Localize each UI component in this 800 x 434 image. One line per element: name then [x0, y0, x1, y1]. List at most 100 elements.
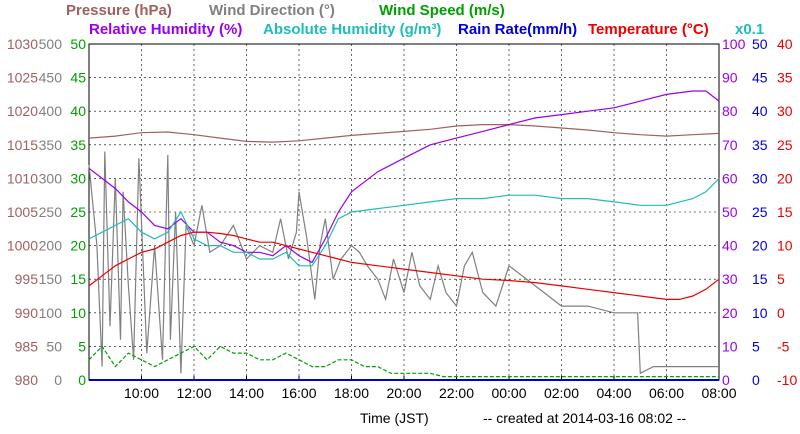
x-tick-label: 02:00 [544, 385, 579, 401]
y-tick-label-pressure: 1015 [7, 137, 38, 153]
y-tick-label-wind-speed: 30 [70, 170, 86, 186]
x-tick-label: 20:00 [386, 385, 421, 401]
y-tick-label-rh: 50 [722, 204, 738, 220]
series-line-ah [88, 177, 720, 267]
y-tick-label-wind-dir: 500 [39, 36, 63, 52]
series-line-wind-speed [88, 345, 719, 378]
y-axes: 1030102510201015101010051000995990985980… [7, 36, 798, 388]
series-line-wind-dir [88, 151, 719, 375]
legend-rain-rate: Rain Rate(mm/h) [458, 21, 577, 38]
y-tick-label-rain: 25 [752, 204, 768, 220]
y-tick-label-temp: 25 [777, 137, 793, 153]
y-tick-label-rh: 100 [722, 36, 746, 52]
series-lines [88, 90, 720, 381]
series-line-temp [88, 231, 720, 300]
y-tick-label-wind-speed: 20 [70, 238, 86, 254]
y-tick-label-wind-speed: 5 [78, 338, 86, 354]
y-tick-label-wind-dir: 50 [46, 338, 62, 354]
legend-x01: x0.1 [735, 21, 764, 38]
y-tick-label-pressure: 1005 [7, 204, 38, 220]
y-tick-label-rh: 30 [722, 271, 738, 287]
y-tick-label-rain: 50 [752, 36, 768, 52]
y-tick-label-rain: 45 [752, 70, 768, 86]
y-tick-label-wind-speed: 10 [70, 305, 86, 321]
y-tick-label-pressure: 1000 [7, 238, 38, 254]
y-tick-label-wind-dir: 0 [54, 372, 62, 388]
y-tick-label-wind-speed: 15 [70, 271, 86, 287]
x-tick-label: 12:00 [176, 385, 211, 401]
y-tick-label-pressure: 985 [15, 338, 39, 354]
x-tick-label: 08:00 [701, 385, 736, 401]
series-line-rh [88, 90, 720, 264]
y-tick-label-wind-dir: 100 [39, 305, 63, 321]
y-tick-label-temp: 35 [777, 70, 793, 86]
x-axis: 10:00 12:00 14:00 16:00 18:00 20:00 22:00 00:00… [124, 376, 737, 401]
y-tick-label-rain: 0 [752, 372, 760, 388]
y-tick-label-pressure: 1020 [7, 103, 38, 119]
x-tick-label: 00:00 [491, 385, 526, 401]
y-tick-label-rain: 15 [752, 271, 768, 287]
x-tick-label: 06:00 [649, 385, 684, 401]
x-axis-label: Time (JST) [360, 410, 429, 426]
y-tick-label-wind-speed: 25 [70, 204, 86, 220]
footer-created-at: -- created at 2014-03-16 08:02 -- [483, 410, 686, 426]
grid [89, 44, 719, 380]
y-tick-label-pressure: 1030 [7, 36, 38, 52]
y-tick-label-wind-speed: 35 [70, 137, 86, 153]
y-tick-label-temp: 10 [777, 238, 793, 254]
y-tick-label-pressure: 990 [15, 305, 39, 321]
y-tick-label-wind-speed: 45 [70, 70, 86, 86]
y-tick-label-wind-dir: 450 [39, 70, 63, 86]
y-tick-label-rain: 5 [752, 338, 760, 354]
y-tick-label-wind-dir: 400 [39, 103, 63, 119]
y-tick-label-rh: 90 [722, 70, 738, 86]
x-tick-label: 14:00 [229, 385, 264, 401]
y-tick-label-wind-dir: 250 [39, 204, 63, 220]
legend-pressure: Pressure (hPa) [66, 2, 172, 19]
y-tick-label-rh: 80 [722, 103, 738, 119]
legend-relative-humidity: Relative Humidity (%) [89, 21, 242, 38]
y-tick-label-rh: 0 [722, 372, 730, 388]
y-tick-label-pressure: 980 [15, 372, 39, 388]
y-tick-label-pressure: 1025 [7, 70, 38, 86]
x-tick-label: 16:00 [281, 385, 316, 401]
y-tick-label-rain: 30 [752, 170, 768, 186]
y-tick-label-rain: 40 [752, 103, 768, 119]
y-tick-label-temp: -10 [777, 372, 797, 388]
y-tick-label-rain: 10 [752, 305, 768, 321]
y-tick-label-pressure: 995 [15, 271, 39, 287]
x-tick-label: 10:00 [124, 385, 159, 401]
legend-wind-speed: Wind Speed (m/s) [379, 2, 505, 19]
legend: Pressure (hPa) Wind Direction (°) Wind S… [66, 2, 764, 38]
y-tick-label-rh: 40 [722, 238, 738, 254]
legend-temperature: Temperature (°C) [588, 21, 709, 38]
y-tick-label-temp: 0 [777, 305, 785, 321]
y-tick-label-rain: 35 [752, 137, 768, 153]
x-tick-label: 04:00 [596, 385, 631, 401]
y-tick-label-temp: 40 [777, 36, 793, 52]
y-tick-label-wind-speed: 0 [78, 372, 86, 388]
y-tick-label-rh: 20 [722, 305, 738, 321]
y-tick-label-temp: 30 [777, 103, 793, 119]
y-tick-label-wind-dir: 350 [39, 137, 63, 153]
y-tick-label-temp: 5 [777, 271, 785, 287]
y-tick-label-wind-dir: 200 [39, 238, 63, 254]
series-line-pressure [88, 123, 720, 143]
y-tick-label-temp: 20 [777, 170, 793, 186]
y-tick-label-wind-dir: 150 [39, 271, 63, 287]
y-tick-label-wind-speed: 40 [70, 103, 86, 119]
y-tick-label-rh: 10 [722, 338, 738, 354]
legend-wind-direction: Wind Direction (°) [209, 2, 335, 19]
y-tick-label-rh: 60 [722, 170, 738, 186]
x-tick-label: 22:00 [439, 385, 474, 401]
legend-absolute-humidity: Absolute Humidity (g/m³) [263, 21, 441, 38]
x-tick-label: 18:00 [334, 385, 369, 401]
y-tick-label-temp: -5 [777, 338, 790, 354]
y-tick-label-rain: 20 [752, 238, 768, 254]
y-tick-label-rh: 70 [722, 137, 738, 153]
y-tick-label-wind-speed: 50 [70, 36, 86, 52]
y-tick-label-temp: 15 [777, 204, 793, 220]
y-tick-label-pressure: 1010 [7, 170, 38, 186]
